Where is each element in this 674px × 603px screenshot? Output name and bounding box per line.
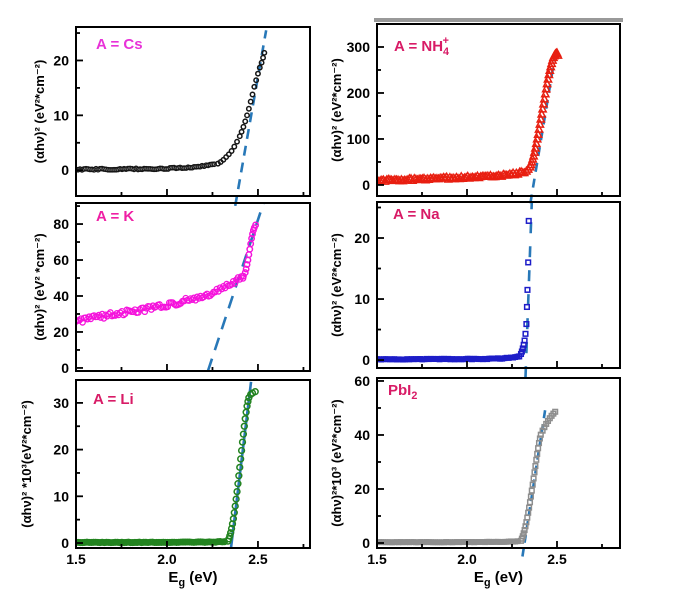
- panel-na: 0 10 20 (αhν)² (eV²*cm⁻²) A = Na: [329, 201, 621, 378]
- li-ticks: [75, 401, 305, 548]
- li-y-axis-label: (αhν)² *10³(eV²*cm⁻²): [19, 400, 34, 528]
- k-ticks: [75, 205, 305, 371]
- na-plot-border: [376, 201, 621, 369]
- panel-cs: 0 10 20 (αhν)² (eV²*cm⁻²) A = Cs: [32, 26, 311, 206]
- na-title: A = Na: [393, 206, 440, 223]
- pbi2-plot-border: [376, 377, 621, 549]
- na-y-tick-label: 20: [354, 230, 370, 246]
- pbi2-title: PbI2: [388, 382, 417, 402]
- cs-y-axis-label: (αhν)² (eV²*cm⁻²): [32, 60, 47, 164]
- k-plot-area: [75, 202, 265, 372]
- k-y-tick-label: 60: [53, 252, 69, 268]
- li-y-tick-label: 10: [53, 488, 69, 504]
- cs-ticks: [75, 32, 305, 196]
- pbi2-y-tick-label: 0: [362, 535, 370, 551]
- na-y-tick-label: 0: [362, 352, 370, 368]
- na-y-axis-label: (αhν)² (eV²*cm⁻²): [329, 233, 344, 337]
- li-x-axis-label: Eg (eV): [168, 569, 217, 589]
- nh4-top-shadow-bar: [374, 18, 623, 22]
- li-title: A = Li: [93, 391, 134, 408]
- li-x-tick-label: 2.0: [157, 551, 177, 567]
- nh4-y-axis-label: (αhν)² (eV²*cm⁻²): [329, 58, 344, 162]
- li-x-tick-label: 1.5: [66, 551, 86, 567]
- li-x-tick-label: 2.5: [248, 551, 268, 567]
- pbi2-plot-area: [376, 406, 559, 557]
- cs-y-tick-label: 20: [53, 52, 69, 68]
- pbi2-y-axis-label: (αhν)²*10³ (eV²*cm⁻²): [329, 399, 344, 527]
- cs-fit-line: [233, 30, 268, 206]
- panel-pbi2: 0 20 40 60 1.5 2.0 2.5 (αhν)²*10³ (eV²*cm⁻²) Eg …: [329, 373, 621, 589]
- pbi2-x-tick-label: 2.5: [547, 551, 567, 567]
- na-fit-line: [524, 201, 534, 378]
- pbi2-ticks: [376, 380, 603, 548]
- cs-plot-area: [75, 30, 268, 206]
- nh4-plot-border: [376, 23, 621, 197]
- k-y-tick-label: 0: [61, 360, 69, 376]
- k-fit-line: [206, 202, 265, 372]
- pbi2-x-tick-label: 1.5: [367, 551, 387, 567]
- li-y-tick-label: 20: [53, 442, 69, 458]
- k-data-points: [75, 221, 260, 326]
- k-title: A = K: [96, 208, 134, 225]
- cs-title: A = Cs: [96, 36, 143, 53]
- na-ticks: [376, 206, 603, 368]
- nh4-y-tick-label: 100: [347, 131, 371, 147]
- nh4-ticks: [376, 23, 603, 196]
- pbi2-y-tick-label: 20: [354, 481, 370, 497]
- pbi2-x-axis-label: Eg (eV): [474, 569, 523, 589]
- li-y-tick-label: 0: [61, 535, 69, 551]
- k-plot-border: [75, 202, 311, 372]
- nh4-y-tick-label: 200: [347, 85, 371, 101]
- panel-nh4: 0 100 200 300(αhν)² (eV²*cm⁻²) A = NH4+: [329, 18, 623, 204]
- k-y-tick-label: 80: [53, 216, 69, 232]
- cs-y-tick-label: 10: [53, 107, 69, 123]
- panel-li: 0 10 20 30 1.5 2.0 2.5 (αhν)² *10³(eV²*cm⁻²) Eg …: [19, 379, 311, 589]
- panel-k: 0 20 40 60 80 (αhν)² (eV² *cm⁻²) A = K: [32, 202, 311, 376]
- nh4-y-tick-label: 0: [362, 177, 370, 193]
- pbi2-y-tick-label: 60: [354, 373, 370, 389]
- nh4-title: A = NH4+: [394, 35, 449, 58]
- pbi2-data-points: [376, 408, 559, 546]
- pbi2-x-tick-label: 2.0: [457, 551, 477, 567]
- cs-data-points: [75, 49, 268, 173]
- cs-y-tick-label: 0: [61, 162, 69, 178]
- cs-plot-border: [75, 26, 311, 197]
- li-data-points: [75, 388, 259, 547]
- na-data-points: [376, 217, 532, 363]
- li-y-tick-label: 30: [53, 395, 69, 411]
- nh4-plot-area: [376, 46, 563, 204]
- k-y-axis-label: (αhν)² (eV² *cm⁻²): [32, 233, 47, 340]
- na-plot-area: [376, 201, 534, 378]
- nh4-data-points: [376, 47, 563, 186]
- k-y-tick-label: 40: [53, 288, 69, 304]
- na-y-tick-label: 10: [354, 291, 370, 307]
- pbi2-fit-line: [521, 406, 547, 557]
- pbi2-y-tick-label: 40: [354, 427, 370, 443]
- li-plot-border: [75, 379, 311, 549]
- k-y-tick-label: 20: [53, 324, 69, 340]
- nh4-y-tick-label: 300: [347, 39, 371, 55]
